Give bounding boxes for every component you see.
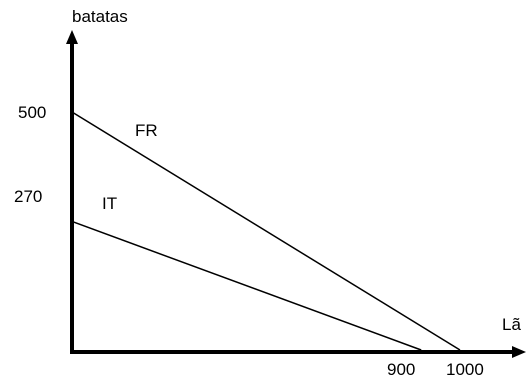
- x-tick-label-1000: 1000: [446, 360, 484, 379]
- y-axis-arrow: [66, 30, 78, 44]
- series-line-it: [71, 220, 422, 351]
- y-axis-label: batatas: [72, 7, 128, 26]
- series-line-fr: [71, 111, 461, 351]
- y-tick-label-270: 270: [14, 187, 42, 206]
- x-axis-arrow: [512, 346, 526, 358]
- series-label-it: IT: [102, 194, 117, 213]
- x-tick-label-900: 900: [387, 360, 415, 379]
- series-label-fr: FR: [135, 121, 158, 140]
- x-axis-label: Lã: [502, 315, 521, 334]
- y-tick-label-500: 500: [18, 103, 46, 122]
